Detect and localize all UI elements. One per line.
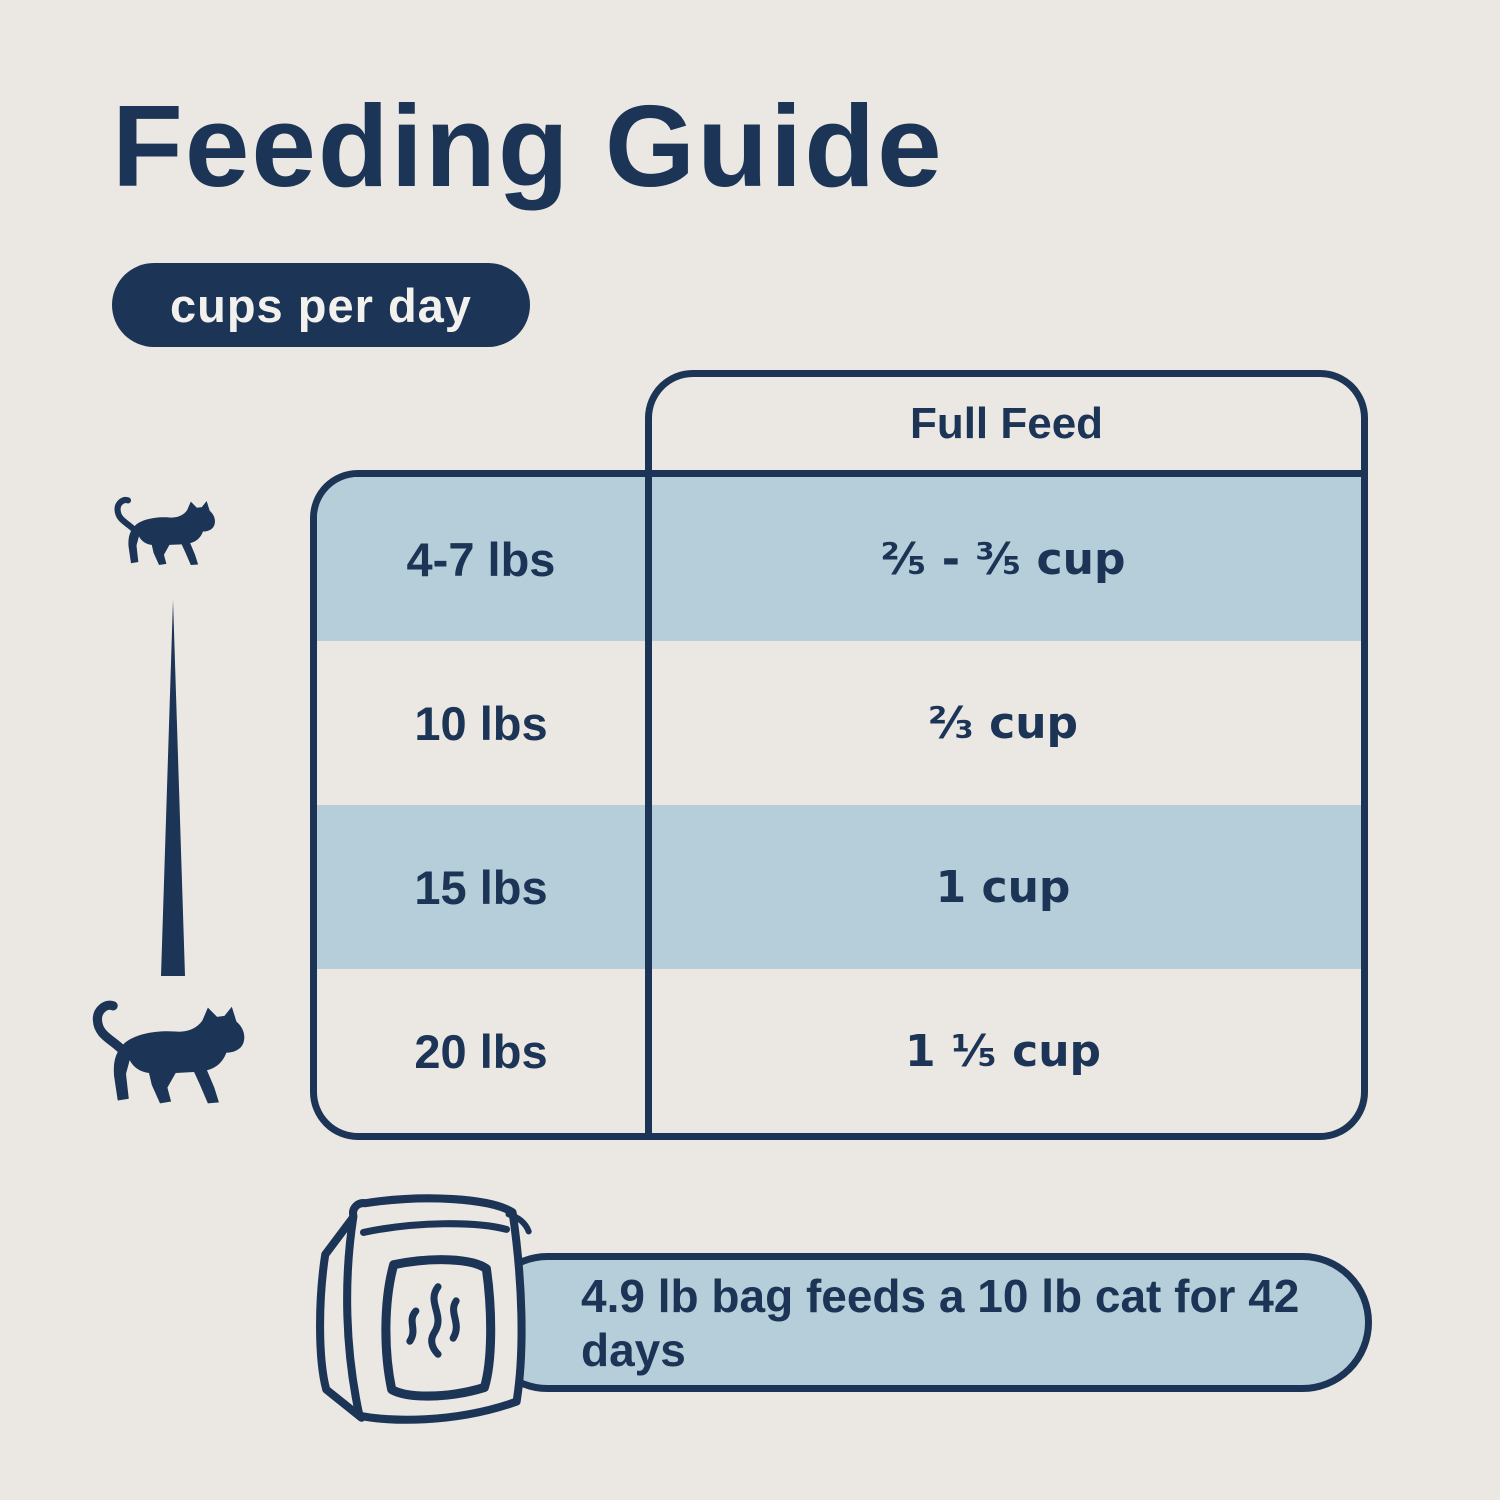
feeding-table: 4-7 lbs ²⁄₅ - ³⁄₅ cup 10 lbs ²⁄₃ cup 15 … (310, 470, 1368, 1140)
small-cat-icon (106, 494, 228, 580)
bag-note-banner: 4.9 lb bag feeds a 10 lb cat for 42 days (478, 1253, 1372, 1392)
amount-cell: ²⁄₃ cup (927, 697, 1079, 749)
table-row: 20 lbs 1 ¹⁄₅ cup (317, 969, 1361, 1133)
table-row: 10 lbs ²⁄₃ cup (317, 641, 1361, 805)
amount-cell: 1 cup (935, 861, 1071, 913)
large-cat-icon (80, 996, 264, 1126)
weight-cell: 4-7 lbs (406, 532, 556, 586)
table-row: 15 lbs 1 cup (317, 805, 1361, 969)
table-row: 4-7 lbs ²⁄₅ - ³⁄₅ cup (317, 477, 1361, 641)
full-feed-column-header: Full Feed (645, 370, 1368, 470)
size-scale-wedge (159, 600, 187, 976)
column-header-label: Full Feed (909, 398, 1104, 448)
food-bag-icon (293, 1190, 575, 1442)
page-title: Feeding Guide (112, 81, 944, 211)
bag-note-text: 4.9 lb bag feeds a 10 lb cat for 42 days (581, 1269, 1300, 1376)
weight-cell: 10 lbs (414, 696, 548, 750)
weight-cell: 20 lbs (414, 1024, 548, 1078)
badge-label: cups per day (170, 278, 472, 332)
amount-cell: ²⁄₅ - ³⁄₅ cup (880, 533, 1126, 585)
weight-cell: 15 lbs (414, 860, 548, 914)
cups-per-day-badge: cups per day (112, 263, 530, 347)
steam-icon (406, 1283, 460, 1358)
amount-cell: 1 ¹⁄₅ cup (904, 1025, 1102, 1077)
table-column-divider (645, 418, 652, 1133)
